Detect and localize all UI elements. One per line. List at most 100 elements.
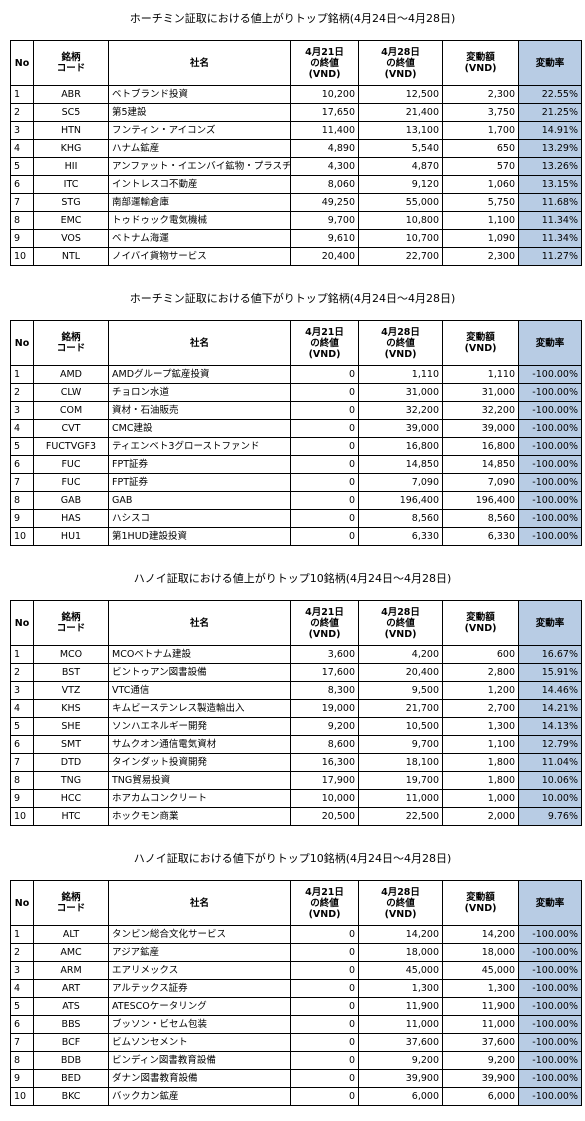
table-cell: HAS	[33, 509, 109, 528]
header-cell: 変動額 (VND)	[442, 320, 519, 366]
table-cell: HII	[33, 157, 109, 176]
table-row: 10 HTC ホックモン商業 20,500 22,500 2,000 9.76%	[10, 807, 582, 826]
table-row: 4 CVT CMC建設 0 39,000 39,000 -100.00%	[10, 419, 582, 438]
table-cell: 10,200	[290, 85, 359, 104]
table-cell: 11,900	[358, 997, 443, 1016]
table-row: 7 STG 南部運輸倉庫 49,250 55,000 5,750 11.68%	[10, 193, 582, 212]
table-cell: 3	[10, 401, 34, 420]
table-cell: FUC	[33, 473, 109, 492]
table-cell: 18,000	[442, 943, 519, 962]
header-cell: 銘柄 コード	[33, 40, 109, 86]
table-cell: 15.91%	[518, 663, 582, 682]
table-row: 8 TNG TNG貿易投資 17,900 19,700 1,800 10.06%	[10, 771, 582, 790]
table-cell: 8,600	[290, 735, 359, 754]
table-cell: ホアカムコンクリート	[108, 789, 291, 808]
table-cell: フンティン・アイコンズ	[108, 121, 291, 140]
table-cell: ノイバイ貨物サービス	[108, 247, 291, 266]
table-cell: 20,400	[290, 247, 359, 266]
table-cell: 21,400	[358, 103, 443, 122]
table-cell: 0	[290, 1015, 359, 1034]
table-row: 10 BKC バックカン鉱産 0 6,000 6,000 -100.00%	[10, 1087, 582, 1106]
table-cell: 1,000	[442, 789, 519, 808]
table-cell: 5	[10, 437, 34, 456]
table-cell: ブッソン・ビセム包装	[108, 1015, 291, 1034]
table-cell: 0	[290, 383, 359, 402]
table-cell: 0	[290, 473, 359, 492]
table-cell: BCF	[33, 1033, 109, 1052]
table-cell: 31,000	[358, 383, 443, 402]
table-cell: 9	[10, 229, 34, 248]
table-row: 1 ALT タンビン総合文化サービス 0 14,200 14,200 -100.00%	[10, 925, 582, 944]
table-cell: 4	[10, 139, 34, 158]
stock-table: No 銘柄 コード 社名 4月21日 の終値 (VND) 4月28日 の終値 (VND)…	[10, 600, 582, 826]
header-cell: 変動率	[518, 320, 582, 366]
table-cell: SHE	[33, 717, 109, 736]
table-cell: 14.91%	[518, 121, 582, 140]
table-cell: 1,110	[358, 365, 443, 384]
table-cell: ビントゥアン図書設備	[108, 663, 291, 682]
table-cell: 39,000	[358, 419, 443, 438]
table-cell: 9,610	[290, 229, 359, 248]
table-cell: 1,100	[442, 735, 519, 754]
table-cell: 第1HUD建設投資	[108, 527, 291, 546]
table-cell: 0	[290, 979, 359, 998]
table-cell: 南部運輸倉庫	[108, 193, 291, 212]
table-cell: ART	[33, 979, 109, 998]
table-section: ホーチミン証取における値下がりトップ銘柄(4月24日～4月28日) No 銘柄 コー…	[0, 280, 585, 560]
table-cell: 20,500	[290, 807, 359, 826]
table-cell: 10,000	[290, 789, 359, 808]
table-cell: 4	[10, 419, 34, 438]
table-row: 1 ABR ベトブランド投資 10,200 12,500 2,300 22.55%	[10, 85, 582, 104]
table-row: 6 BBS ブッソン・ビセム包装 0 11,000 11,000 -100.00%	[10, 1015, 582, 1034]
table-cell: 14,200	[442, 925, 519, 944]
table-cell: 19,000	[290, 699, 359, 718]
table-cell: 1,100	[442, 211, 519, 230]
table-cell: 16,800	[358, 437, 443, 456]
table-cell: -100.00%	[518, 1069, 582, 1088]
table-cell: HCC	[33, 789, 109, 808]
table-cell: 2,700	[442, 699, 519, 718]
table-row: 10 NTL ノイバイ貨物サービス 20,400 22,700 2,300 11.27%	[10, 247, 582, 266]
header-cell: 4月21日 の終値 (VND)	[290, 600, 359, 646]
table-cell: ALT	[33, 925, 109, 944]
table-cell: 10.00%	[518, 789, 582, 808]
table-cell: 16.67%	[518, 645, 582, 664]
table-cell: 4,870	[358, 157, 443, 176]
table-cell: 22.55%	[518, 85, 582, 104]
table-cell: 10,500	[358, 717, 443, 736]
table-cell: 11.34%	[518, 211, 582, 230]
table-cell: 13,100	[358, 121, 443, 140]
table-cell: 6,330	[442, 527, 519, 546]
table-cell: SC5	[33, 103, 109, 122]
table-cell: 0	[290, 491, 359, 510]
table-cell: 22,700	[358, 247, 443, 266]
table-cell: タンビン総合文化サービス	[108, 925, 291, 944]
table-cell: 1,300	[442, 979, 519, 998]
table-cell: 10	[10, 1087, 34, 1106]
table-cell: MCOベトナム建設	[108, 645, 291, 664]
table-row: 2 BST ビントゥアン図書設備 17,600 20,400 2,800 15.91%	[10, 663, 582, 682]
table-row: 1 MCO MCOベトナム建設 3,600 4,200 600 16.67%	[10, 645, 582, 664]
table-cell: 13.26%	[518, 157, 582, 176]
table-row: 5 SHE ソンハエネルギー開発 9,200 10,500 1,300 14.13%	[10, 717, 582, 736]
table-cell: 14.46%	[518, 681, 582, 700]
table-cell: 7	[10, 1033, 34, 1052]
table-cell: 8	[10, 1051, 34, 1070]
header-cell: 社名	[108, 40, 291, 86]
table-cell: -100.00%	[518, 419, 582, 438]
table-cell: -100.00%	[518, 401, 582, 420]
table-cell: 5	[10, 157, 34, 176]
table-cell: 16,800	[442, 437, 519, 456]
table-cell: 4,200	[358, 645, 443, 664]
table-cell: -100.00%	[518, 1015, 582, 1034]
section-title: ハノイ証取における値上がりトップ10銘柄(4月24日～4月28日)	[133, 572, 452, 585]
table-cell: 12,500	[358, 85, 443, 104]
table-cell: 10	[10, 247, 34, 266]
table-cell: 11.68%	[518, 193, 582, 212]
table-cell: 600	[442, 645, 519, 664]
table-cell: 19,700	[358, 771, 443, 790]
table-cell: GAB	[33, 491, 109, 510]
table-cell: BST	[33, 663, 109, 682]
table-cell: 9	[10, 509, 34, 528]
header-cell: 変動率	[518, 880, 582, 926]
